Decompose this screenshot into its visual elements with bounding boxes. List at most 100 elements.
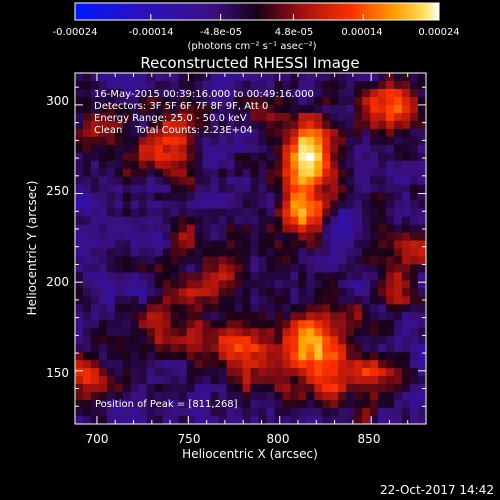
heatmap-cell: [298, 136, 307, 146]
heatmap-cell: [258, 184, 268, 194]
heatmap-cell: [234, 248, 244, 258]
chart-title: Reconstructed RHESSI Image: [140, 54, 359, 72]
heatmap-cell: [322, 216, 331, 226]
heatmap-cell: [290, 184, 299, 194]
heatmap-cell: [146, 240, 156, 250]
heatmap-cell: [338, 272, 347, 282]
heatmap-cell: [266, 232, 276, 242]
heatmap-cell: [154, 208, 164, 218]
heatmap-cell: [210, 128, 220, 138]
heatmap-cell: [130, 400, 140, 409]
heatmap-cell: [394, 368, 403, 377]
heatmap-cell: [322, 184, 331, 194]
heatmap-cell: [154, 328, 164, 337]
heatmap-cell: [75, 248, 84, 258]
heatmap-cell: [378, 144, 387, 154]
heatmap-cell: [202, 80, 212, 90]
heatmap-cell: [90, 192, 100, 202]
heatmap-cell: [186, 312, 196, 321]
heatmap-cell: [210, 224, 220, 234]
heatmap-cell: [114, 144, 124, 154]
heatmap-cell: [410, 400, 419, 409]
heatmap-cell: [114, 112, 124, 122]
heatmap-cell: [258, 192, 268, 202]
heatmap-cell: [362, 73, 371, 82]
heatmap-cell: [282, 112, 291, 122]
heatmap-cell: [298, 184, 307, 194]
heatmap-cell: [186, 112, 196, 122]
heatmap-cell: [75, 96, 84, 106]
heatmap-cell: [354, 176, 363, 186]
heatmap-cell: [258, 416, 268, 424]
heatmap-cell: [402, 352, 411, 361]
heatmap-cell: [322, 144, 331, 154]
heatmap-cell: [258, 264, 268, 274]
heatmap-cell: [314, 200, 323, 210]
heatmap-cell: [242, 384, 252, 393]
heatmap-cell: [290, 304, 299, 313]
heatmap-cell: [402, 112, 411, 122]
heatmap-cell: [218, 176, 228, 186]
heatmap-cell: [354, 360, 363, 369]
heatmap-cell: [362, 352, 371, 361]
heatmap-cell: [306, 240, 315, 250]
heatmap-cell: [290, 328, 299, 337]
heatmap-cell: [346, 368, 355, 377]
heatmap-cell: [122, 176, 132, 186]
heatmap-cell: [362, 232, 371, 242]
heatmap-cell: [154, 136, 164, 146]
heatmap-cell: [378, 384, 387, 393]
heatmap-cell: [338, 392, 347, 401]
heatmap-cell: [266, 352, 276, 361]
heatmap-cell: [250, 232, 260, 242]
heatmap-cell: [322, 416, 331, 424]
heatmap-cell: [122, 264, 132, 274]
heatmap-cell: [130, 272, 140, 282]
heatmap-cell: [338, 280, 347, 289]
heatmap-cell: [194, 272, 204, 282]
heatmap-cell: [282, 240, 291, 250]
heatmap-cell: [346, 288, 355, 297]
heatmap-cell: [106, 272, 116, 282]
heatmap-cell: [330, 128, 339, 138]
heatmap-cell: [138, 408, 148, 417]
heatmap-cell: [402, 192, 411, 202]
heatmap-cell: [162, 272, 172, 282]
heatmap-cell: [386, 408, 395, 417]
heatmap-cell: [234, 296, 244, 305]
heatmap-cell: [162, 136, 172, 146]
heatmap-cell: [210, 408, 220, 417]
heatmap-cell: [418, 200, 426, 210]
heatmap-cell: [162, 264, 172, 274]
heatmap-cell: [226, 176, 236, 186]
heatmap-cell: [250, 152, 260, 162]
heatmap-cell: [338, 304, 347, 313]
heatmap-cell: [75, 344, 84, 353]
heatmap-cell: [226, 152, 236, 162]
heatmap-cell: [130, 408, 140, 417]
heatmap-cell: [346, 88, 355, 98]
heatmap-cell: [330, 216, 339, 226]
heatmap-cell: [314, 112, 323, 122]
heatmap-cell: [290, 224, 299, 234]
heatmap-cell: [394, 408, 403, 417]
heatmap-cell: [82, 240, 92, 250]
heatmap-cell: [82, 360, 92, 369]
heatmap-cell: [162, 320, 172, 329]
heatmap-cell: [266, 312, 276, 321]
heatmap-cell: [274, 192, 284, 202]
heatmap-cell: [314, 344, 323, 353]
heatmap-cell: [298, 104, 307, 114]
heatmap-cell: [362, 192, 371, 202]
heatmap-cell: [370, 392, 379, 401]
heatmap-cell: [146, 264, 156, 274]
heatmap-cell: [75, 272, 84, 282]
heatmap-cell: [234, 288, 244, 297]
heatmap-cell: [75, 416, 84, 424]
heatmap-cell: [226, 280, 236, 289]
heatmap-cell: [226, 344, 236, 353]
heatmap-cell: [290, 112, 299, 122]
heatmap-cell: [114, 184, 124, 194]
heatmap-cell: [370, 264, 379, 274]
heatmap-cell: [194, 192, 204, 202]
